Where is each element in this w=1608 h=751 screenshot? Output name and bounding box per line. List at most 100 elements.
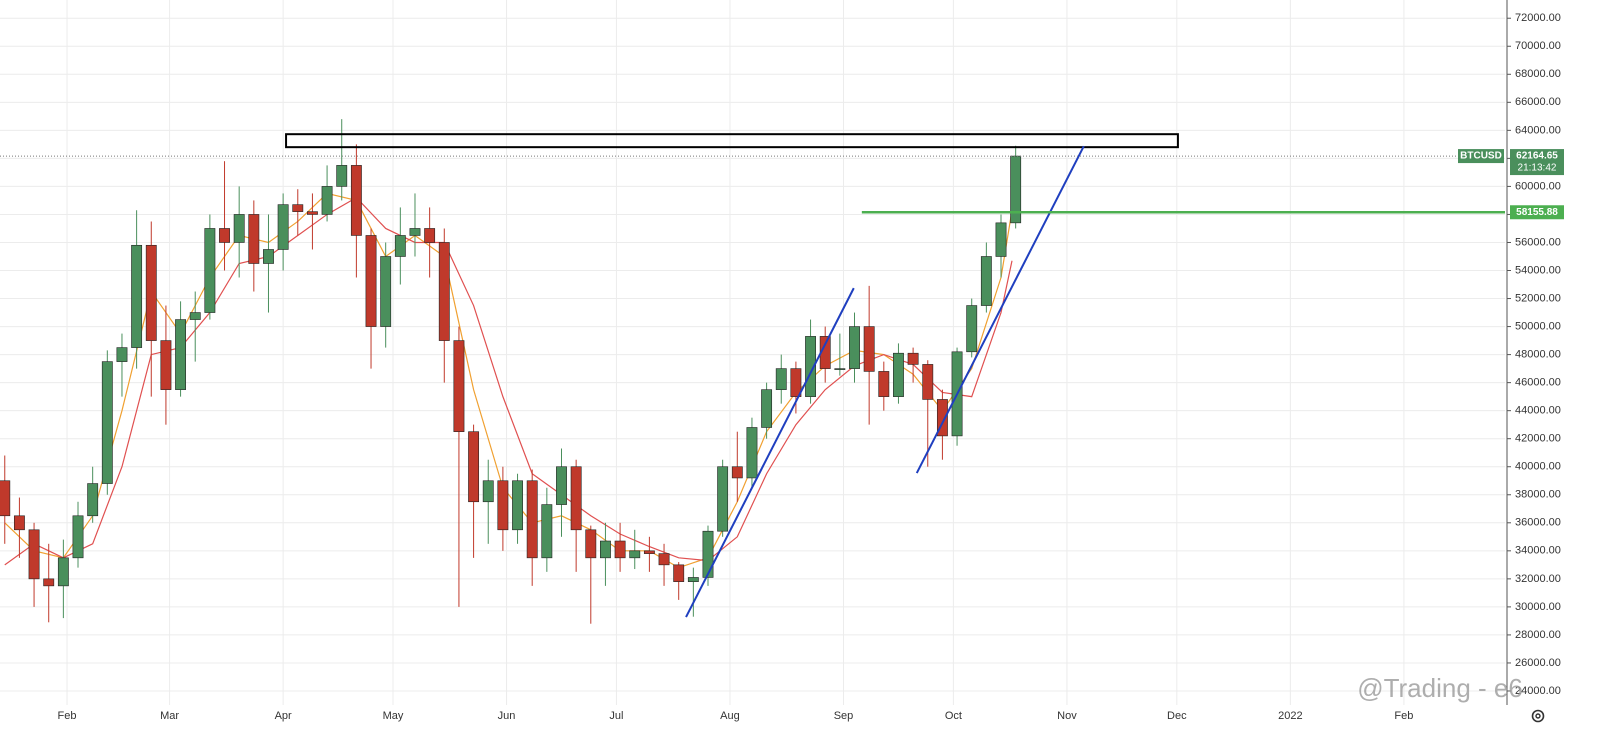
y-tick-label: 52000.00 <box>1515 292 1561 304</box>
candle-body <box>277 204 289 250</box>
candle-body <box>614 540 626 559</box>
symbol-tag-label: BTCUSD <box>1460 151 1502 162</box>
x-tick-label: Oct <box>945 710 962 722</box>
y-tick-label: 40000.00 <box>1515 461 1561 473</box>
x-tick-label: Jun <box>498 710 516 722</box>
candle-body <box>0 480 11 517</box>
y-tick-label: 64000.00 <box>1515 124 1561 136</box>
candle-body <box>219 228 230 243</box>
candle-body <box>380 256 392 327</box>
symbol-tag <box>1458 149 1504 164</box>
candle-body <box>658 553 670 566</box>
candle-body <box>980 256 992 306</box>
candle-body <box>131 244 143 348</box>
candle-body <box>175 319 186 390</box>
candle-body <box>72 515 84 559</box>
x-tick-label: Dec <box>1167 710 1187 722</box>
gear-hub <box>1535 713 1541 719</box>
candle-body <box>790 368 802 397</box>
candle-body <box>512 480 523 531</box>
candle-body <box>731 466 743 479</box>
candle-body <box>834 368 846 370</box>
candle-body <box>336 165 348 187</box>
candle-body <box>775 368 787 390</box>
candle-body <box>233 214 245 243</box>
candle-body <box>248 214 260 264</box>
candle-body <box>306 211 318 215</box>
candle-body <box>629 550 641 559</box>
candle-body <box>907 352 919 365</box>
candle-body <box>409 228 421 236</box>
candle-body <box>468 431 480 503</box>
trend-line <box>685 287 855 618</box>
candle-body <box>321 186 333 215</box>
candle-body <box>394 235 406 257</box>
candle-body <box>849 326 860 369</box>
y-tick-label: 24000.00 <box>1515 685 1561 697</box>
candle-body <box>863 326 875 372</box>
candle-body <box>160 340 172 390</box>
candle-body <box>424 228 436 243</box>
y-tick-label: 56000.00 <box>1515 236 1561 248</box>
x-tick-label: Aug <box>720 710 740 722</box>
candle-body <box>204 228 216 313</box>
y-tick-label: 66000.00 <box>1515 96 1561 108</box>
gear-ring <box>1531 709 1545 723</box>
candle-body <box>263 249 274 264</box>
y-tick-label: 48000.00 <box>1515 349 1561 361</box>
candle-body <box>746 427 758 479</box>
y-tick-label: 32000.00 <box>1515 573 1561 585</box>
level-tag-label: 58155.88 <box>1516 207 1558 218</box>
candle-body <box>101 361 113 484</box>
candle-body <box>365 235 377 327</box>
candle-body <box>1010 155 1022 224</box>
settings-icon[interactable] <box>1531 709 1545 723</box>
plot-area <box>0 119 1505 624</box>
candle-body <box>145 244 157 341</box>
y-tick-label: 42000.00 <box>1515 433 1561 445</box>
y-tick-label: 68000.00 <box>1515 68 1561 80</box>
candle-body <box>116 347 128 362</box>
candle-body <box>893 352 904 397</box>
candle-body <box>43 578 55 587</box>
candle-body <box>453 340 465 432</box>
candle-body <box>673 564 685 582</box>
x-tick-label: Jul <box>609 710 623 722</box>
y-tick-label: 34000.00 <box>1515 545 1561 557</box>
y-tick-label: 36000.00 <box>1515 517 1561 529</box>
resistance-zone <box>285 133 1179 149</box>
candle-body <box>482 480 494 503</box>
candle-body <box>966 305 978 353</box>
x-tick-label: Feb <box>58 710 77 722</box>
y-tick-label: 28000.00 <box>1515 629 1561 641</box>
x-tick-label: 2022 <box>1278 710 1302 722</box>
x-tick-label: Sep <box>834 710 854 722</box>
y-tick-label: 46000.00 <box>1515 377 1561 389</box>
y-tick-label: 38000.00 <box>1515 489 1561 501</box>
countdown-label: 21:13:42 <box>1518 163 1557 174</box>
level-tag <box>1510 205 1564 220</box>
y-tick-label: 70000.00 <box>1515 40 1561 52</box>
x-tick-label: Feb <box>1394 710 1413 722</box>
candle-body <box>936 399 948 437</box>
candle-body <box>189 312 201 320</box>
candle-body <box>717 466 729 532</box>
candle-body <box>497 480 509 531</box>
candle-body <box>922 364 934 400</box>
y-tick-label: 60000.00 <box>1515 180 1561 192</box>
price-tag-label: 62164.65 <box>1516 151 1558 162</box>
candle-body <box>687 577 699 582</box>
candle-body <box>570 466 582 531</box>
candle-body <box>761 389 773 428</box>
candle-body <box>350 165 362 236</box>
candle-body <box>526 480 538 559</box>
candle-body <box>643 550 655 554</box>
x-tick-label: Apr <box>275 710 292 722</box>
grid <box>0 0 1505 705</box>
candle-body <box>57 557 69 587</box>
y-tick-label: 72000.00 <box>1515 12 1561 24</box>
candle-body <box>87 483 99 517</box>
candle-body <box>556 466 567 505</box>
